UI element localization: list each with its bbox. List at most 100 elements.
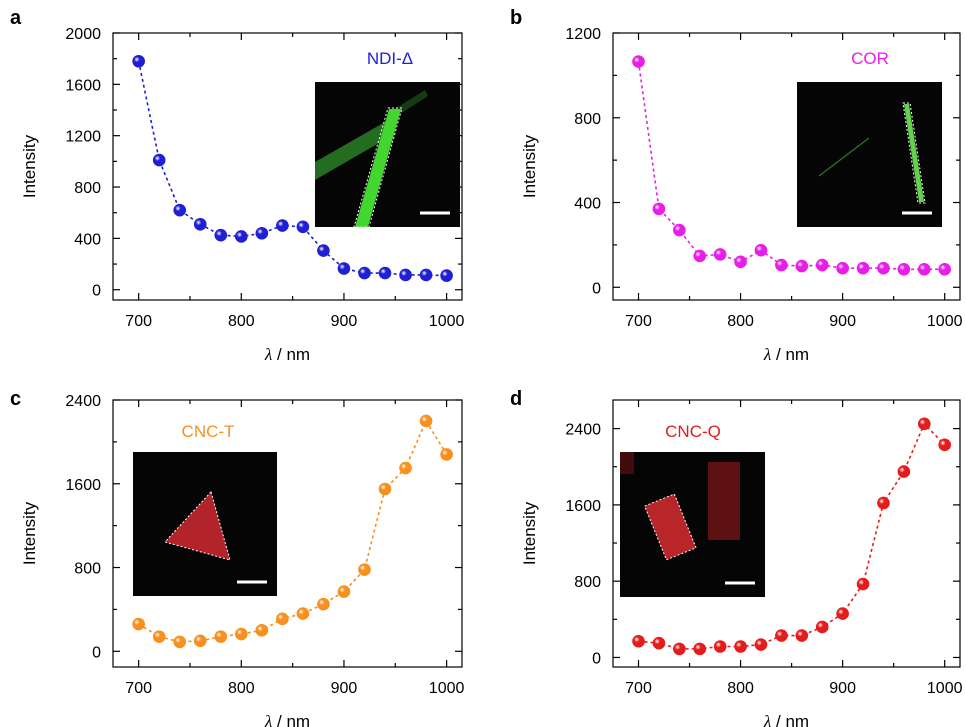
data-point: [193, 217, 207, 231]
rectangular-crystal: [644, 493, 697, 561]
data-point: [632, 634, 645, 648]
x-axis-variable: λ: [763, 712, 771, 727]
y-tick-label: 800: [574, 574, 601, 591]
x-tick-label: 1000: [927, 680, 963, 697]
background-fiber: [315, 122, 391, 180]
x-axis-label: λ / nm: [763, 345, 809, 364]
series-line: [638, 422, 946, 650]
y-tick-label: 2400: [65, 393, 101, 410]
data-point: [132, 54, 145, 68]
selection-outline: [164, 491, 231, 561]
axes-frame: [612, 399, 961, 668]
data-point: [152, 153, 166, 167]
x-tick-label: 700: [625, 680, 652, 697]
x-tick-label: 900: [829, 313, 856, 330]
x-tick-label: 700: [625, 313, 652, 330]
axes-frame: [112, 32, 463, 301]
inset-background: [797, 82, 942, 227]
microrod: [355, 109, 401, 227]
chart-panel-d: d 700 800 900 1000 0 800 1600 2400 Intensity λ / n…: [510, 388, 963, 727]
data-point: [938, 262, 951, 276]
x-axis-variable: λ: [264, 712, 272, 727]
panel-letter: a: [10, 7, 22, 29]
y-tick-label: 0: [592, 280, 601, 297]
series-annotation: NDI-Δ: [367, 49, 413, 68]
x-axis-unit: / nm: [272, 345, 310, 364]
x-tick-label: 900: [829, 680, 856, 697]
y-tick-label: 800: [74, 561, 101, 578]
y-tick-label: 1600: [65, 477, 101, 494]
inset-background: [620, 452, 765, 597]
data-point: [917, 262, 931, 276]
series-annotation: CNC-Q: [665, 422, 721, 441]
data-point: [235, 230, 248, 243]
microwire: [904, 104, 924, 202]
x-tick-label: 800: [228, 680, 255, 697]
y-tick-label: 400: [574, 196, 601, 213]
data-point: [734, 255, 747, 269]
axes-frame: [612, 32, 961, 301]
panel-letter: b: [510, 7, 522, 29]
data-point: [856, 577, 870, 591]
y-tick-label: 0: [92, 644, 101, 661]
background-fiber: [393, 90, 428, 116]
data-point: [399, 268, 412, 282]
y-tick-label: 2000: [65, 26, 101, 43]
data-point: [152, 630, 166, 643]
data-point: [317, 597, 330, 611]
data-point: [399, 461, 412, 475]
y-tick-label: 400: [74, 231, 101, 248]
inset-image: [797, 82, 942, 227]
data-point: [917, 417, 931, 431]
data-point: [897, 262, 911, 276]
data-point: [378, 482, 392, 496]
series-annotation: COR: [851, 49, 889, 68]
data-point: [419, 414, 433, 428]
y-tick-label: 2400: [565, 422, 601, 439]
data-point: [255, 226, 269, 240]
data-point: [693, 642, 707, 656]
data-point: [754, 638, 768, 651]
x-axis-unit: / nm: [272, 712, 310, 727]
data-point: [276, 219, 289, 232]
x-tick-label: 1000: [429, 680, 465, 697]
data-point: [173, 635, 187, 649]
data-point: [795, 259, 809, 273]
y-axis-label: Intensity: [20, 134, 39, 198]
data-point: [754, 243, 768, 257]
y-axis-label: Intensity: [20, 501, 39, 565]
data-point: [652, 636, 666, 650]
x-axis-unit: / nm: [771, 712, 809, 727]
y-tick-label: 800: [574, 111, 601, 128]
data-point: [815, 620, 829, 634]
background-crystal: [620, 452, 634, 474]
x-tick-label: 1000: [927, 313, 963, 330]
series-annotation: CNC-T: [182, 422, 235, 441]
data-point: [214, 630, 228, 643]
data-point: [652, 202, 666, 216]
background-fiber: [818, 137, 870, 177]
chart-panel-a: a 700 800 900 1000 0 400 800 1200 1600 2000 Intensi…: [10, 7, 465, 364]
data-point: [276, 612, 289, 626]
selection-outline: [353, 107, 403, 227]
panel-letter: c: [10, 388, 21, 410]
inset-image: [315, 82, 460, 227]
x-tick-label: 700: [125, 680, 152, 697]
inset-image: [133, 452, 277, 596]
x-axis-label: λ / nm: [763, 712, 809, 727]
crystal-body: [644, 494, 697, 560]
data-point: [673, 642, 686, 656]
data-point: [775, 258, 788, 272]
data-point: [296, 220, 310, 234]
data-point: [836, 261, 849, 275]
data-point: [337, 585, 351, 598]
y-tick-label: 0: [92, 283, 101, 300]
inset-image: [620, 452, 765, 597]
data-point: [713, 640, 727, 653]
data-point: [938, 438, 951, 452]
data-point: [877, 496, 890, 510]
data-point: [173, 203, 187, 217]
x-axis-label: λ / nm: [264, 345, 310, 364]
y-tick-label: 0: [592, 650, 601, 667]
y-tick-label: 1200: [65, 129, 101, 146]
